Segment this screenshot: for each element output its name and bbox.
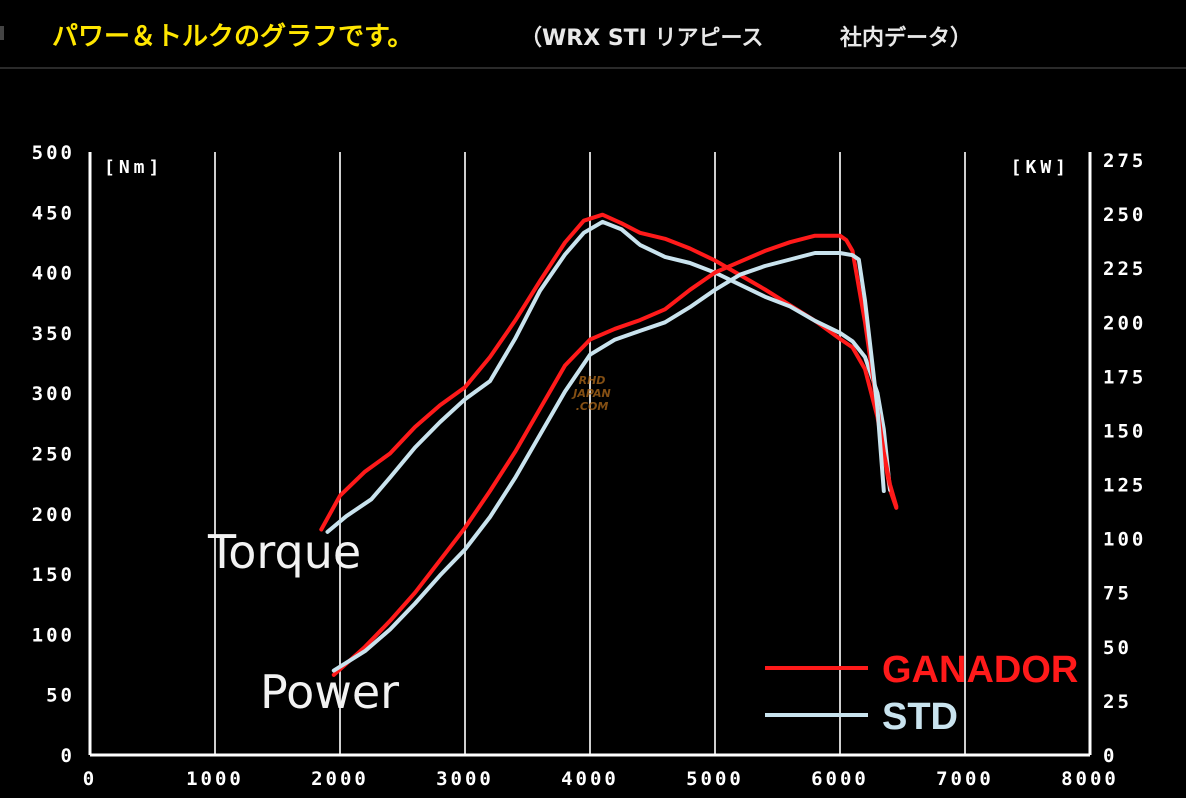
watermark-text: JAPAN — [571, 387, 610, 400]
axes: [Nm] [KW] — [104, 157, 1070, 178]
right-y-tick-label: 125 — [1103, 475, 1146, 497]
left-y-tick-label: 350 — [32, 323, 75, 345]
right-y-tick-label: 50 — [1103, 637, 1132, 659]
right-y-tick-label: 75 — [1103, 583, 1132, 605]
right-y-tick-label: 175 — [1103, 366, 1146, 388]
tick-labels: 0 1000 2000 3000 4000 5000 6000 7000 80000501001… — [32, 142, 1146, 790]
left-y-tick-label: 200 — [32, 504, 75, 526]
right-y-tick-label: 100 — [1103, 529, 1146, 551]
x-tick-label: 4000 — [561, 768, 619, 790]
right-y-tick-label: 225 — [1103, 258, 1146, 280]
left-y-tick-label: 450 — [32, 202, 75, 224]
right-y-tick-label: 0 — [1103, 745, 1117, 767]
x-tick-label: 8000 — [1061, 768, 1119, 790]
grid-lines — [88, 152, 1092, 757]
legend: GANADOR STD — [765, 649, 1078, 738]
x-tick-label: 7000 — [936, 768, 994, 790]
left-y-tick-label: 50 — [46, 685, 75, 707]
data-series — [319, 212, 899, 677]
left-y-tick-label: 250 — [32, 444, 75, 466]
legend-label-ganador: GANADOR — [882, 649, 1078, 691]
right-y-tick-label: 150 — [1103, 420, 1146, 442]
power-curve-label: Power — [260, 665, 399, 719]
header-divider — [0, 67, 1186, 69]
left-y-tick-label: 300 — [32, 383, 75, 405]
series-ganador-power — [331, 233, 899, 677]
torque-curve-label: Torque — [207, 525, 361, 579]
page-title: パワー＆トルクのグラフです。 — [52, 22, 414, 52]
right-y-tick-label: 250 — [1103, 204, 1146, 226]
page-note: 社内データ） — [840, 26, 973, 51]
watermark-text: RHD — [579, 374, 606, 387]
x-tick-label: 2000 — [311, 768, 369, 790]
left-y-tick-label: 0 — [61, 745, 75, 767]
left-y-tick-label: 150 — [32, 564, 75, 586]
legend-label-std: STD — [882, 696, 958, 738]
left-y-tick-label: 400 — [32, 263, 75, 285]
right-y-tick-label: 200 — [1103, 312, 1146, 334]
x-tick-label: 0 — [83, 768, 97, 790]
x-tick-label: 3000 — [436, 768, 494, 790]
watermark-text: .COM — [576, 400, 609, 413]
series-ganador-torque — [319, 212, 899, 532]
x-tick-label: 1000 — [186, 768, 244, 790]
left-axis-unit: [Nm] — [104, 157, 163, 178]
left-y-tick-label: 500 — [32, 142, 75, 164]
right-axis-unit: [KW] — [1011, 157, 1070, 178]
x-tick-label: 6000 — [811, 768, 869, 790]
right-y-tick-label: 25 — [1103, 691, 1132, 713]
left-y-tick-label: 100 — [32, 624, 75, 646]
series-std-torque — [325, 219, 892, 534]
edge-mark — [0, 26, 4, 40]
series-std-power — [331, 251, 886, 673]
right-y-tick-label: 275 — [1103, 150, 1146, 172]
page-subtitle: （WRX STI リアピース — [520, 26, 764, 51]
header: パワー＆トルクのグラフです。 （WRX STI リアピース 社内データ） — [0, 0, 1186, 69]
x-tick-label: 5000 — [686, 768, 744, 790]
